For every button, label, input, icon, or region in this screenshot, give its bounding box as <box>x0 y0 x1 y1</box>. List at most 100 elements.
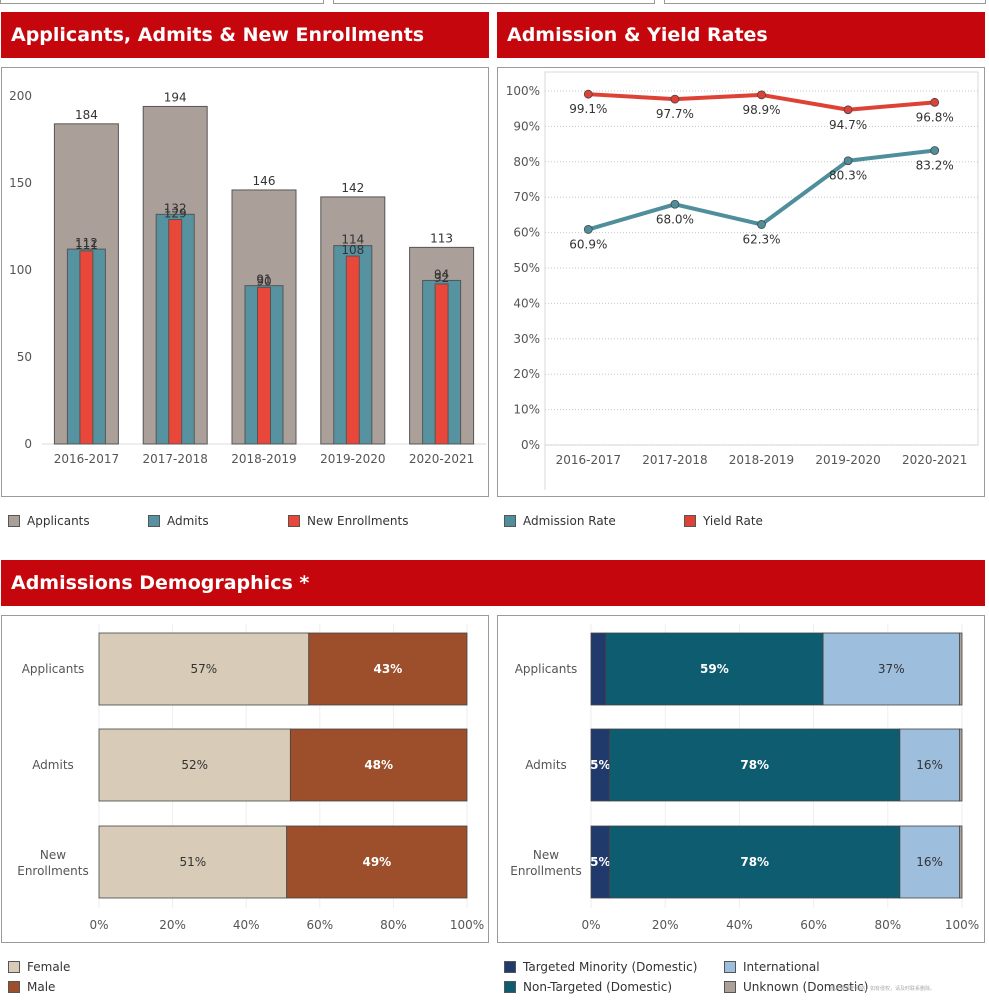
legend-international[interactable]: International <box>724 960 820 974</box>
legend-new-enrollments-label: New Enrollments <box>307 514 409 528</box>
legend-yield-rate[interactable]: Yield Rate <box>684 514 763 528</box>
segment-label: 59% <box>700 662 729 676</box>
demographics-title: Admissions Demographics * <box>11 572 310 594</box>
legend-non-targeted-swatch <box>504 981 516 993</box>
x-tick-label: 2020-2021 <box>409 452 474 466</box>
admission-rate-line <box>587 148 935 232</box>
legend-admission-rate[interactable]: Admission Rate <box>504 514 616 528</box>
segment-label: 37% <box>878 662 905 676</box>
segment-0 <box>98 825 288 899</box>
segment-1 <box>308 632 468 706</box>
enrollments-bar <box>345 255 360 445</box>
legend-admits[interactable]: Admits <box>148 514 209 528</box>
x-tick-label: 2018-2019 <box>231 452 296 466</box>
segment-label: 5% <box>590 758 610 772</box>
x-tick-label: 60% <box>800 918 827 932</box>
legend-international-swatch <box>724 961 736 973</box>
admission-rate-point <box>583 225 593 234</box>
legend-non-targeted[interactable]: Non-Targeted (Domestic) <box>504 980 672 994</box>
enrollments-bar <box>257 286 271 445</box>
enrollments-bar <box>79 250 94 445</box>
segment-label: 43% <box>374 662 403 676</box>
admission-rate-point <box>930 146 940 155</box>
rates-banner: Admission & Yield Rates <box>497 12 985 58</box>
y-tick-label: 200 <box>9 89 32 103</box>
x-tick-label: 100% <box>945 918 979 932</box>
demographics-banner: Admissions Demographics * <box>1 560 985 606</box>
applicants-value-label: 146 <box>253 174 276 188</box>
x-tick-label: 80% <box>874 918 901 932</box>
watermark-text: 图片来源于网络，如有侵权，请及时联系删除。 <box>830 986 936 992</box>
legend-yield-rate-swatch <box>684 515 696 527</box>
x-tick-label: 20% <box>652 918 679 932</box>
enrollment-title: Applicants, Admits & New Enrollments <box>11 24 425 46</box>
tab-stub-1[interactable] <box>0 0 324 4</box>
x-tick-label: 2017-2018 <box>142 452 207 466</box>
enrollments-value-label: 108 <box>341 243 364 257</box>
tab-stub-2[interactable] <box>333 0 655 4</box>
legend-unknown-label: Unknown (Domestic) <box>743 980 869 994</box>
yield-rate-point <box>670 94 680 104</box>
ethnicity-chart-panel: 0% 20% 40% 60% 80% 100% Applicants 59% 37% Admits… <box>497 615 985 943</box>
legend-new-enrollments-swatch <box>288 515 300 527</box>
admission-rate-point <box>757 220 766 229</box>
legend-targeted-minority-label: Targeted Minority (Domestic) <box>523 960 698 974</box>
segment-0 <box>590 632 607 706</box>
x-tick-label: 2020-2021 <box>902 453 967 467</box>
x-tick-label: 100% <box>450 918 484 932</box>
category-label: Enrollments <box>510 864 582 878</box>
legend-male[interactable]: Male <box>8 980 55 994</box>
legend-new-enrollments[interactable]: New Enrollments <box>288 514 409 528</box>
admission-rate-value-label: 68.0% <box>656 212 694 226</box>
y-tick-label: 80% <box>513 155 540 169</box>
segment-0 <box>98 728 291 802</box>
segment-2 <box>822 632 960 706</box>
category-label: Admits <box>32 758 74 772</box>
enrollments-value-label: 111 <box>75 238 98 252</box>
segment-1 <box>289 728 468 802</box>
legend-applicants-label: Applicants <box>27 514 90 528</box>
segment-label: 48% <box>364 758 393 772</box>
yield-rate-value-label: 96.8% <box>916 110 954 124</box>
segment-1 <box>605 632 824 706</box>
admits-value-label: 94 <box>434 267 449 281</box>
enrollment-banner: Applicants, Admits & New Enrollments <box>1 12 489 58</box>
category-label: New <box>40 848 66 862</box>
x-tick-label: 2016-2017 <box>556 453 621 467</box>
legend-female-label: Female <box>27 960 71 974</box>
y-tick-label: 20% <box>513 367 540 381</box>
segment-label: 16% <box>916 855 943 869</box>
segment-label: 49% <box>362 855 391 869</box>
x-tick-label: 0% <box>89 918 108 932</box>
y-tick-label: 40% <box>513 296 540 310</box>
yield-rate-value-label: 98.9% <box>742 103 780 117</box>
legend-female-swatch <box>8 961 20 973</box>
y-tick-label: 50% <box>513 261 540 275</box>
y-tick-label: 100 <box>9 263 32 277</box>
category-label: Applicants <box>22 662 85 676</box>
legend-unknown[interactable]: Unknown (Domestic) <box>724 980 868 994</box>
y-tick-label: 0% <box>521 438 540 452</box>
category-label: Admits <box>525 758 567 772</box>
admission-rate-value-label: 83.2% <box>916 158 954 172</box>
legend-applicants[interactable]: Applicants <box>8 514 90 528</box>
x-tick-label: 0% <box>581 918 600 932</box>
gender-chart: 0% 20% 40% 60% 80% 100% Applicants 57% 43% Admits… <box>17 624 484 932</box>
category-label: Enrollments <box>17 864 89 878</box>
admits-value-label: 91 <box>256 273 271 287</box>
plot-area-border <box>544 71 979 446</box>
category-label: Applicants <box>515 662 578 676</box>
legend-admits-swatch <box>148 515 160 527</box>
yield-rate-value-label: 97.7% <box>656 107 694 121</box>
gender-chart-panel: 0% 20% 40% 60% 80% 100% Applicants 57% 43% Admits… <box>1 615 489 943</box>
admits-value-label: 114 <box>341 233 364 247</box>
admission-rate-value-label: 62.3% <box>742 232 780 246</box>
y-tick-label: 50 <box>17 350 32 364</box>
tab-stub-3[interactable] <box>664 0 986 4</box>
y-tick-label: 90% <box>513 119 540 133</box>
legend-targeted-minority[interactable]: Targeted Minority (Domestic) <box>504 960 697 974</box>
segment-label: 52% <box>181 758 208 772</box>
x-tick-label: 20% <box>159 918 186 932</box>
legend-international-label: International <box>743 960 820 974</box>
legend-female[interactable]: Female <box>8 960 70 974</box>
